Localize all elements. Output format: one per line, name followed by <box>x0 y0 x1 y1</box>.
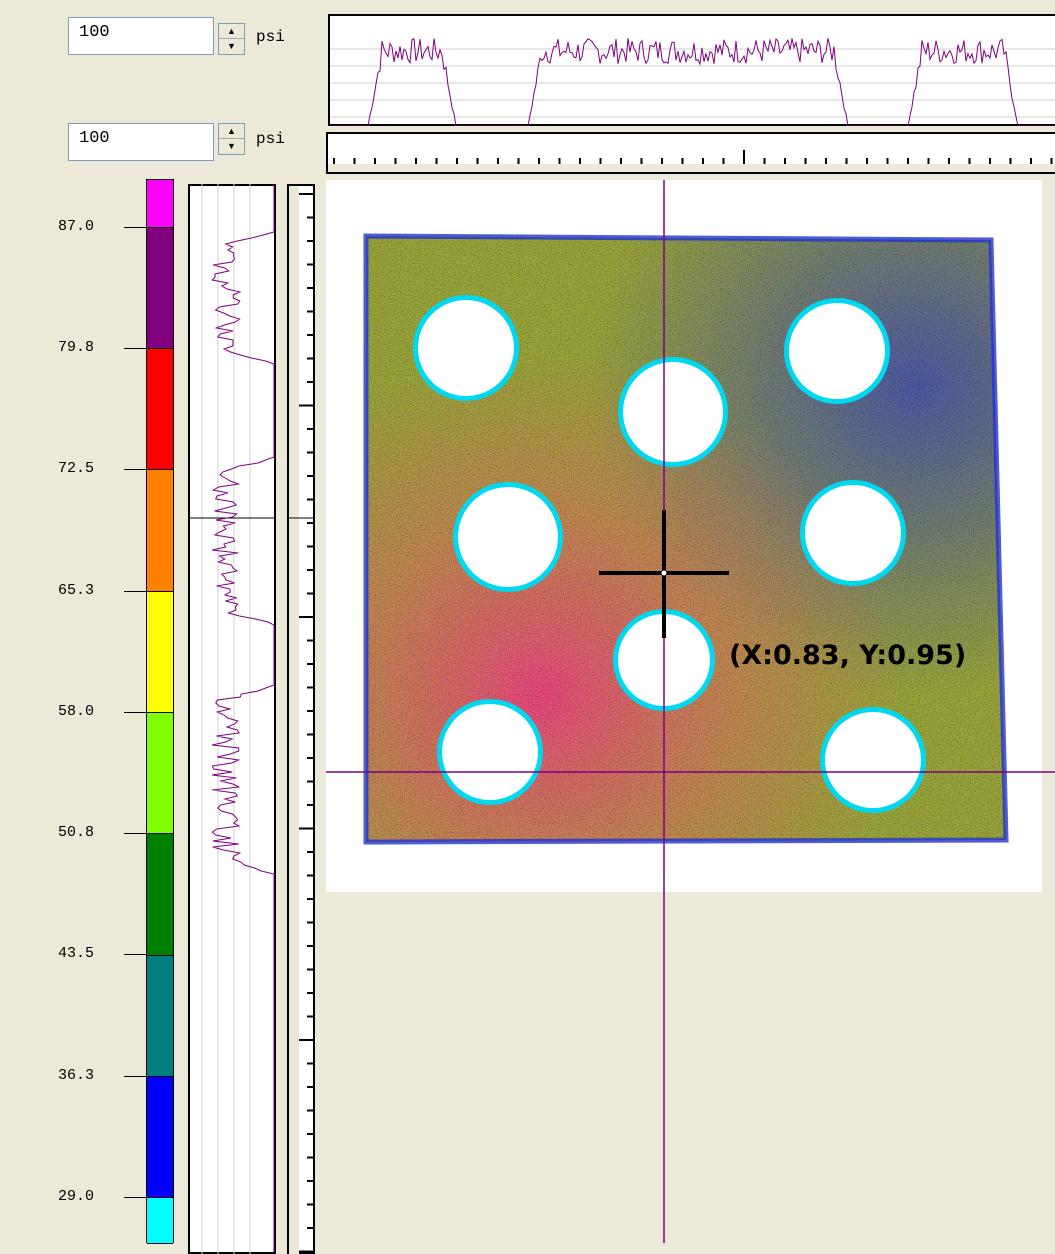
color-scale-segment <box>147 834 173 956</box>
color-scale-segment <box>147 1077 173 1198</box>
vertical-ruler <box>287 184 315 1254</box>
color-scale-tick <box>124 954 146 955</box>
pressure-spinner-top[interactable]: ▲ ▼ <box>218 23 245 55</box>
color-scale-segment <box>147 592 173 713</box>
color-scale-tick <box>124 712 146 713</box>
color-scale-tick <box>124 469 146 470</box>
vertical-profile-plot <box>188 184 276 1254</box>
hole <box>442 704 538 800</box>
color-scale-label: 87.0 <box>58 218 95 235</box>
pressure-input-top-value: 100 <box>79 23 110 42</box>
pressure-input-top[interactable]: 100 <box>68 17 214 55</box>
pressure-spinner-bottom[interactable]: ▲ ▼ <box>218 123 245 155</box>
hole <box>623 362 723 462</box>
pressure-map-viewport[interactable]: (X:0.83, Y:0.95) <box>326 180 1055 1243</box>
color-scale-tick <box>124 1076 146 1077</box>
color-scale-tick <box>124 1197 146 1198</box>
color-scale-segment <box>147 349 173 470</box>
pressure-input-bottom[interactable]: 100 <box>68 123 214 161</box>
color-scale-label: 79.8 <box>58 339 95 356</box>
cursor-crosshair-icon[interactable] <box>599 510 729 638</box>
pressure-input-bottom-value: 100 <box>79 129 110 148</box>
color-scale-label: 50.8 <box>58 824 95 841</box>
color-scale-tick <box>124 591 146 592</box>
color-scale-label: 58.0 <box>58 703 95 720</box>
color-scale-tick <box>124 227 146 228</box>
hole <box>805 485 901 581</box>
spin-down-icon[interactable]: ▼ <box>227 41 236 51</box>
color-scale-segment <box>147 956 173 1077</box>
pressure-map[interactable] <box>326 180 1055 1243</box>
horizontal-ruler <box>326 132 1055 174</box>
color-scale-label: 36.3 <box>58 1067 95 1084</box>
vertical-profile-panel <box>188 184 276 1254</box>
hole <box>458 487 558 587</box>
color-scale-label: 43.5 <box>58 945 95 962</box>
hole <box>789 303 885 399</box>
color-scale-label: 65.3 <box>58 582 95 599</box>
color-scale-label: 29.0 <box>58 1188 95 1205</box>
spin-down-icon[interactable]: ▼ <box>227 141 236 151</box>
cursor-coordinate-readout: (X:0.83, Y:0.95) <box>729 640 967 671</box>
spin-up-icon[interactable]: ▲ <box>219 124 244 139</box>
spin-up-icon[interactable]: ▲ <box>219 24 244 39</box>
mounting-holes <box>413 295 926 813</box>
color-scale-segment <box>147 228 173 349</box>
horizontal-profile-plot <box>330 37 1055 126</box>
color-scale-tick <box>124 833 146 834</box>
color-scale-segment <box>147 470 173 592</box>
color-scale-tick <box>124 348 146 349</box>
hole <box>418 300 514 396</box>
horizontal-profile-panel <box>328 14 1055 126</box>
color-scale-bar <box>146 179 174 1244</box>
color-scale-label: 72.5 <box>58 460 95 477</box>
hole <box>825 712 921 808</box>
pressure-unit-top: psi <box>256 28 285 46</box>
color-scale-segment <box>147 180 173 228</box>
pressure-unit-bottom: psi <box>256 130 285 148</box>
color-scale-segment <box>147 1198 173 1244</box>
color-scale-segment <box>147 713 173 834</box>
